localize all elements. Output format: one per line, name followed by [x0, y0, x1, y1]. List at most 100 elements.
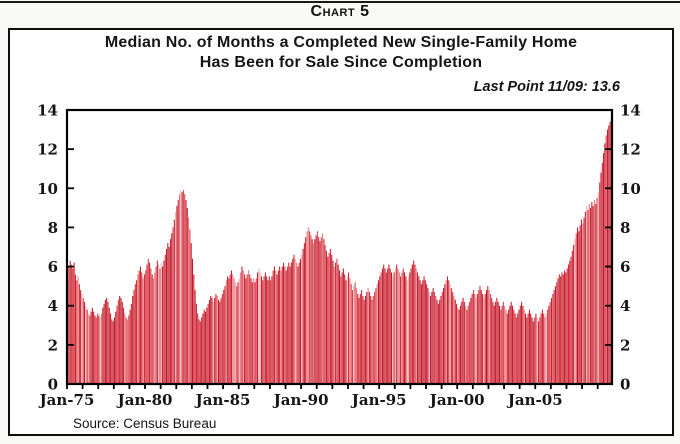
bar [364, 295, 367, 384]
bar [110, 313, 112, 384]
bar [411, 264, 413, 384]
bar [320, 237, 322, 384]
bar [427, 288, 429, 384]
bar [536, 317, 538, 384]
bar [202, 313, 204, 384]
bar [459, 305, 461, 384]
bar [332, 260, 334, 384]
bar [357, 293, 359, 384]
chart-box: Median No. of Months a Completed New Sin… [8, 28, 674, 436]
bar [385, 272, 387, 384]
bar [511, 305, 514, 384]
bar [263, 276, 265, 384]
bar [257, 272, 259, 384]
y-axis-label-left: 2 [48, 336, 58, 354]
bar [431, 292, 433, 384]
bar [296, 262, 298, 384]
bar-chart: 0 0 2 2 4 4 6 6 8 8 10 10 12 12 14 14 Jan-75 Jan-80 Jan-85… [37, 102, 641, 410]
bar [171, 233, 173, 384]
bar [423, 276, 425, 384]
bar [275, 270, 277, 384]
bar [394, 268, 396, 384]
bar [371, 299, 373, 384]
bar [322, 233, 324, 384]
y-axis-label-right: 4 [620, 297, 630, 315]
bar [358, 297, 360, 384]
bar [220, 297, 222, 384]
bar [335, 262, 337, 384]
bar [315, 235, 317, 384]
bar [132, 295, 134, 384]
bar [400, 276, 402, 384]
bar [119, 295, 121, 384]
bar [467, 305, 469, 384]
bar [112, 321, 114, 384]
bar [586, 205, 588, 384]
bar [116, 305, 118, 384]
bar [573, 245, 575, 384]
bar [469, 301, 471, 384]
bar [600, 172, 602, 384]
bar [216, 295, 218, 384]
bar [283, 262, 285, 384]
bar [259, 272, 261, 384]
bar [154, 272, 156, 384]
bar [324, 245, 326, 384]
chart-title-line1: Median No. of Months a Completed New Sin… [104, 34, 578, 51]
bar [540, 313, 542, 384]
bar [155, 266, 157, 384]
bar [556, 282, 558, 384]
bar [111, 319, 113, 384]
bar [522, 305, 524, 384]
bar [117, 299, 119, 384]
y-axis-label-right: 0 [620, 376, 630, 394]
bar [293, 254, 295, 384]
bar [231, 270, 233, 384]
bar [290, 262, 292, 384]
x-axis-label: Jan-00 [428, 391, 485, 409]
bar [184, 194, 186, 384]
bar [246, 274, 248, 384]
bar [336, 258, 338, 384]
bar [147, 258, 149, 384]
bar [518, 309, 520, 384]
bar [426, 284, 428, 384]
bar [129, 309, 131, 384]
bar [454, 299, 456, 384]
bar [318, 237, 320, 384]
bar [413, 260, 415, 384]
bar [384, 268, 386, 384]
bar [453, 295, 455, 384]
bar [237, 282, 239, 384]
bar [590, 207, 592, 384]
bar [219, 301, 221, 384]
bar [224, 286, 226, 384]
bar [134, 284, 136, 384]
bar [424, 280, 426, 384]
bar [210, 295, 212, 384]
bar [141, 272, 143, 384]
bar [374, 292, 376, 384]
bar [521, 301, 523, 384]
bar [472, 290, 474, 384]
bar [197, 313, 199, 384]
bar [338, 270, 341, 384]
bar [417, 272, 419, 384]
bar [491, 297, 493, 384]
bar [128, 315, 130, 384]
bar [193, 274, 195, 384]
bar [94, 315, 96, 384]
bar [537, 321, 540, 384]
bar [288, 262, 290, 384]
bar [82, 297, 84, 384]
source-note: Source: Census Bureau [73, 416, 217, 431]
bar [176, 205, 178, 384]
bar [523, 309, 525, 384]
bar [530, 313, 532, 384]
bar [164, 254, 166, 384]
bar [515, 317, 517, 384]
bar [528, 309, 530, 384]
last-point-annotation: Last Point 11/09: 13.6 [473, 79, 620, 95]
bar [69, 260, 71, 384]
